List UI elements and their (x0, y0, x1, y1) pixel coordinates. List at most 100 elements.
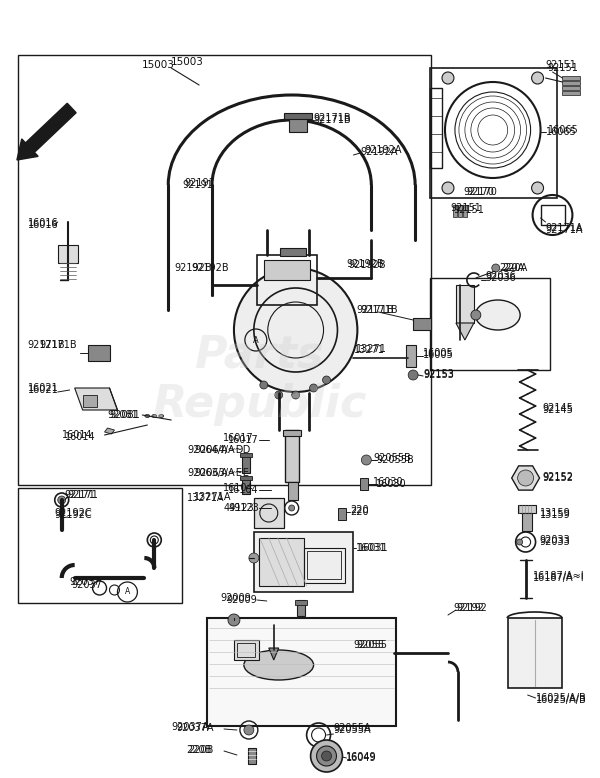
Text: 92151: 92151 (453, 205, 484, 215)
Circle shape (317, 746, 337, 766)
Bar (18, 488, 182, 603)
Text: 220B: 220B (187, 745, 212, 755)
Text: 49123: 49123 (223, 503, 254, 513)
Circle shape (260, 381, 268, 389)
Text: 92192: 92192 (453, 603, 484, 613)
Circle shape (58, 496, 66, 504)
Bar (562, 86, 580, 90)
Bar (254, 532, 353, 592)
Bar (521, 513, 532, 531)
Bar (456, 285, 474, 323)
Ellipse shape (159, 415, 164, 418)
Text: 92192C: 92192C (55, 508, 92, 518)
Text: 92171A: 92171A (545, 223, 583, 233)
Text: 16031: 16031 (358, 543, 389, 553)
Circle shape (323, 376, 331, 384)
Text: 92151: 92151 (545, 60, 577, 70)
Text: 92055B: 92055B (373, 453, 411, 463)
Text: 92055A: 92055A (334, 725, 371, 735)
Circle shape (442, 182, 454, 194)
Bar (338, 508, 346, 520)
Text: 16021: 16021 (28, 383, 59, 393)
Text: 92055: 92055 (353, 640, 385, 650)
Bar (283, 430, 301, 436)
Text: Parts
Republic: Parts Republic (152, 334, 366, 426)
Text: 92064/A~D: 92064/A~D (187, 445, 244, 455)
Text: 16005: 16005 (423, 348, 454, 358)
Text: 13271A: 13271A (194, 492, 232, 502)
Bar (58, 245, 77, 263)
Text: 13271: 13271 (355, 345, 385, 355)
Text: 16065: 16065 (548, 125, 578, 135)
Bar (284, 113, 311, 119)
Circle shape (322, 751, 332, 761)
Bar (240, 453, 252, 457)
Text: 92063/A~E: 92063/A~E (187, 468, 242, 478)
Text: 92192A: 92192A (361, 147, 398, 157)
Bar (304, 548, 346, 583)
Text: 92037A: 92037A (176, 723, 214, 733)
Text: 16017: 16017 (228, 435, 259, 445)
Text: 92171B: 92171B (314, 115, 351, 125)
Bar (508, 618, 562, 688)
Text: 92171B: 92171B (356, 305, 394, 315)
Bar (406, 345, 416, 367)
Text: 220A: 220A (500, 263, 525, 273)
Text: 92009: 92009 (226, 595, 257, 605)
Text: 13159: 13159 (539, 510, 571, 520)
Text: 92191: 92191 (182, 180, 213, 190)
Polygon shape (104, 428, 115, 434)
Bar (83, 395, 97, 407)
Text: 16016: 16016 (28, 218, 58, 228)
Text: 16025/A/B: 16025/A/B (536, 695, 586, 705)
Bar (207, 618, 396, 726)
Text: 92055B: 92055B (376, 455, 414, 465)
Circle shape (292, 391, 299, 399)
Text: 92153: 92153 (423, 369, 454, 379)
Text: 92037: 92037 (71, 580, 103, 590)
Text: 92064/A~D: 92064/A~D (194, 445, 250, 455)
Text: 220A: 220A (503, 263, 528, 273)
Text: 16104: 16104 (228, 485, 259, 495)
Text: 92153: 92153 (423, 370, 454, 380)
Bar (259, 538, 304, 586)
Bar (430, 278, 550, 370)
Text: 92009: 92009 (220, 593, 251, 603)
Text: 92037: 92037 (70, 577, 101, 587)
Bar (458, 205, 462, 217)
Text: 92192B: 92192B (174, 263, 212, 273)
Ellipse shape (475, 300, 520, 330)
Circle shape (244, 725, 254, 735)
Circle shape (492, 264, 500, 272)
Text: 92081: 92081 (107, 410, 138, 420)
Text: 15003: 15003 (171, 57, 204, 67)
Text: 16014: 16014 (65, 432, 95, 442)
Text: 16021: 16021 (28, 385, 59, 395)
Circle shape (517, 539, 523, 545)
Bar (287, 482, 298, 500)
Text: 92191: 92191 (184, 178, 215, 188)
Bar (234, 640, 259, 660)
Circle shape (471, 310, 481, 320)
Bar (248, 748, 256, 764)
Text: 16104: 16104 (223, 483, 254, 493)
Text: A: A (253, 335, 259, 345)
Circle shape (289, 505, 295, 511)
Text: A: A (125, 587, 130, 597)
Text: 16187/A~I: 16187/A~I (533, 571, 584, 581)
Text: 92152: 92152 (542, 472, 574, 482)
Text: 92171B: 92171B (361, 305, 398, 315)
Ellipse shape (244, 650, 314, 680)
Text: 13271: 13271 (356, 344, 387, 354)
Circle shape (234, 268, 358, 392)
Text: 92151: 92151 (450, 203, 481, 213)
Text: 92192A: 92192A (364, 145, 402, 155)
Text: 92037A: 92037A (172, 722, 209, 732)
Circle shape (310, 384, 317, 392)
Bar (430, 68, 557, 198)
Text: 220: 220 (350, 505, 369, 515)
Text: 92055A: 92055A (334, 723, 371, 733)
Bar (413, 318, 431, 330)
Polygon shape (512, 466, 539, 490)
Bar (562, 81, 580, 85)
